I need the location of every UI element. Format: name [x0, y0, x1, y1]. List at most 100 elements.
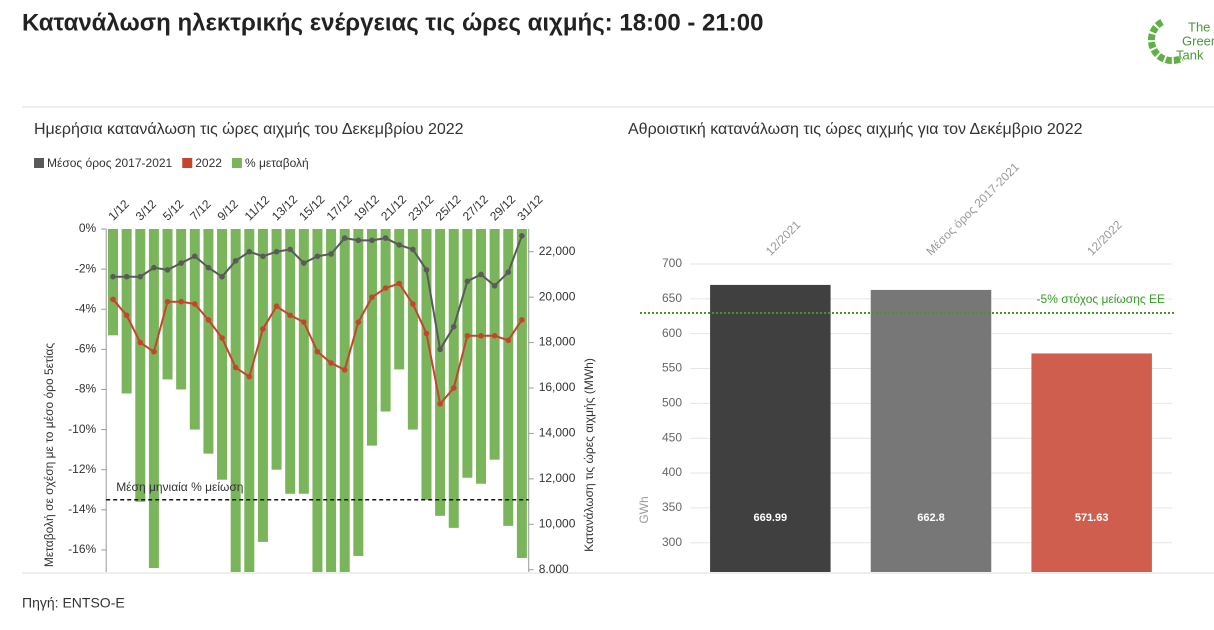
point-marker	[382, 285, 389, 291]
point-marker	[314, 253, 321, 260]
point-marker	[382, 235, 389, 241]
bar	[298, 229, 309, 494]
bar	[380, 229, 391, 412]
x-tick-label: 5/12	[160, 197, 187, 224]
charts: Ημερήσια κατανάλωση τις ώρες αιχμής του …	[34, 121, 1175, 573]
point-marker	[314, 348, 321, 355]
source: Πηγή: ENTSO-E	[22, 595, 125, 611]
point-marker	[478, 271, 484, 278]
point-marker	[450, 385, 457, 391]
bar	[516, 229, 527, 558]
y-tick-label: -6%	[75, 342, 97, 356]
logo-text: Green	[1182, 33, 1214, 48]
chart-title: Αθροιστική κατανάλωση τις ώρες αιχμής γι…	[628, 121, 1083, 138]
y-tick-label: 650	[662, 291, 682, 305]
bar	[503, 229, 514, 526]
point-marker	[110, 296, 116, 303]
point-marker	[164, 298, 171, 305]
bar	[121, 229, 132, 394]
point-marker	[423, 267, 430, 273]
point-marker	[260, 253, 266, 260]
y-tick-label: 500	[662, 396, 682, 410]
y-tick-label: 350	[662, 500, 682, 514]
point-marker	[328, 360, 334, 366]
y2-axis-label: Κατανάλωση τις ώρες αιχμής (MWh)	[582, 358, 596, 552]
x-tick-label: 27/12	[460, 192, 491, 223]
page-title: Κατανάλωση ηλεκτρικής ενέργειας τις ώρες…	[22, 9, 763, 36]
x-tick-label: Μέσος όρος 2017-2021	[923, 160, 1022, 259]
y2-tick-label: 16,000	[539, 380, 576, 394]
point-marker	[205, 264, 212, 271]
point-marker	[505, 337, 512, 344]
point-marker	[110, 273, 116, 280]
point-marker	[491, 332, 498, 339]
bar	[203, 229, 214, 454]
bar	[176, 229, 187, 390]
y-tick-label: 600	[662, 326, 682, 340]
point-marker	[341, 235, 348, 241]
bar	[353, 229, 364, 556]
x-tick-label: 13/12	[269, 192, 300, 223]
bar	[870, 289, 992, 572]
bar	[448, 229, 459, 528]
y2-tick-label: 20,000	[539, 289, 576, 303]
point-marker	[260, 326, 266, 332]
x-tick-label: 29/12	[487, 192, 518, 223]
x-tick-label: 17/12	[324, 192, 355, 223]
y2-tick-label: 12,000	[539, 471, 576, 485]
point-marker	[410, 246, 416, 253]
annotation-text: Μέση μηνιαία % μείωση	[116, 480, 243, 494]
y2-tick-label: 22,000	[539, 244, 576, 258]
logo-text: Tank	[1176, 47, 1204, 62]
bar	[710, 284, 831, 572]
value-label: 662.8	[917, 512, 945, 524]
point-marker	[137, 339, 144, 346]
x-tick-label: 7/12	[187, 197, 214, 224]
point-marker	[273, 248, 280, 255]
x-tick-label: 12/2022	[1084, 218, 1125, 259]
y-axis-label: GWh	[637, 496, 651, 523]
y-tick-label: -8%	[75, 382, 97, 396]
point-marker	[219, 273, 225, 280]
bar	[271, 229, 282, 470]
point-marker	[137, 273, 144, 280]
bar	[475, 229, 486, 484]
logo-icon	[1147, 18, 1184, 65]
y-tick-label: -16%	[68, 542, 96, 556]
point-marker	[178, 260, 184, 266]
value-label: 571.63	[1075, 512, 1109, 524]
point-marker	[191, 301, 198, 307]
bar	[339, 229, 350, 572]
bar	[394, 229, 405, 370]
x-tick-label: 12/2021	[763, 218, 804, 259]
x-tick-label: 21/12	[378, 192, 409, 223]
bar	[1031, 353, 1152, 572]
bar	[285, 229, 296, 494]
point-marker	[369, 294, 375, 300]
y-tick-label: 0%	[79, 221, 97, 235]
point-marker	[355, 319, 362, 325]
point-marker	[423, 330, 430, 337]
bar	[366, 229, 377, 446]
point-marker	[123, 273, 130, 280]
y-tick-label: -10%	[68, 422, 96, 436]
point-marker	[246, 248, 253, 255]
bar	[230, 229, 241, 572]
x-tick-label: 1/12	[105, 197, 132, 224]
x-tick-label: 23/12	[405, 192, 436, 223]
y-tick-label: -4%	[75, 301, 97, 315]
point-marker	[410, 301, 416, 307]
point-marker	[341, 367, 348, 373]
x-tick-label: 9/12	[215, 197, 242, 224]
point-marker	[491, 282, 498, 289]
point-marker	[246, 373, 253, 380]
point-marker	[328, 251, 334, 257]
point-marker	[478, 332, 484, 339]
point-marker	[464, 332, 471, 339]
x-tick-label: 25/12	[433, 192, 464, 223]
y-tick-label: 450	[662, 430, 682, 444]
logo: The Green Tank	[1147, 18, 1214, 65]
point-marker	[219, 335, 225, 341]
legend-swatch	[34, 158, 44, 168]
